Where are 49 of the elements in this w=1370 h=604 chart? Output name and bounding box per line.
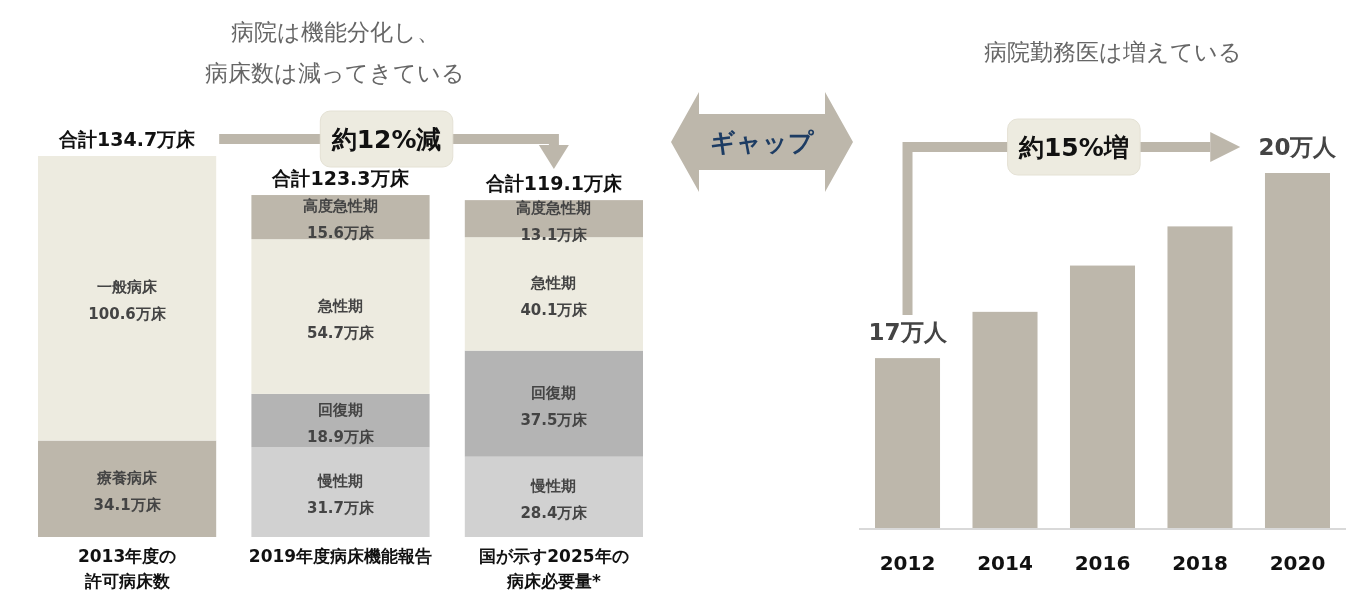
x-tick-label: 2014 — [977, 551, 1033, 575]
bar — [1264, 173, 1330, 529]
text: 回復期 — [531, 383, 577, 402]
text: 約15%増 — [1017, 133, 1129, 162]
chart-title: 病院勤務医は増えている — [984, 39, 1242, 65]
bar — [251, 447, 430, 537]
data-label: 37.5万床 — [520, 410, 589, 429]
series-label: 一般病床 — [97, 278, 159, 297]
text: 急性期 — [318, 296, 363, 315]
chart-title: 病院は機能分化し、病床数は減ってきている — [205, 19, 465, 86]
bar — [875, 358, 941, 529]
x-tick-label: 2012 — [879, 551, 936, 575]
annotation: 17万人 — [868, 319, 948, 346]
data-label: 54.7万床 — [306, 323, 375, 342]
bar — [464, 350, 643, 457]
bar — [1069, 265, 1136, 529]
x-tick-label: 2020 — [1269, 551, 1326, 575]
total-label: 合計123.3万床 — [271, 167, 410, 190]
x-tick-label: 2016 — [1074, 551, 1131, 575]
total-label: 合計134.7万床 — [58, 128, 197, 150]
total-label: 合計119.1万床 — [484, 172, 623, 195]
data-label: 18.9万床 — [306, 427, 375, 446]
x-tick-label: 2019年度病床機能報告 — [248, 546, 433, 566]
bar — [38, 156, 217, 441]
data-label: 31.7万床 — [306, 499, 375, 518]
annotation: 20万人 — [1258, 134, 1338, 160]
series-label: 急性期 — [530, 273, 577, 292]
data-label: 40.1万床 — [520, 300, 589, 319]
series-label: 高度急性期 — [516, 198, 592, 217]
bar — [1167, 226, 1233, 529]
text: 高度急性期 — [303, 197, 378, 216]
data-label: 28.4万床 — [520, 503, 589, 522]
bar — [464, 456, 643, 537]
x-tick-label: 2018 — [1172, 551, 1228, 575]
bar — [38, 440, 217, 537]
text: 約12%減 — [330, 125, 442, 154]
x-tick-label: 2013年度の許可病床数 — [77, 546, 177, 591]
data-label: 34.1万床 — [93, 495, 162, 514]
data-label: 100.6万床 — [88, 305, 167, 324]
series-label: 回復期 — [318, 400, 363, 419]
series-label: 慢性期 — [530, 476, 577, 495]
bar — [972, 311, 1038, 529]
text: ギャップ — [710, 128, 815, 157]
data-label: 13.1万床 — [520, 225, 589, 244]
series-label: 療養病床 — [96, 468, 159, 487]
x-tick-label: 国が示す2025年の病床必要量* — [479, 546, 629, 591]
data-label: 15.6万床 — [306, 224, 375, 243]
text: 慢性期 — [318, 472, 363, 491]
bar — [251, 239, 430, 394]
